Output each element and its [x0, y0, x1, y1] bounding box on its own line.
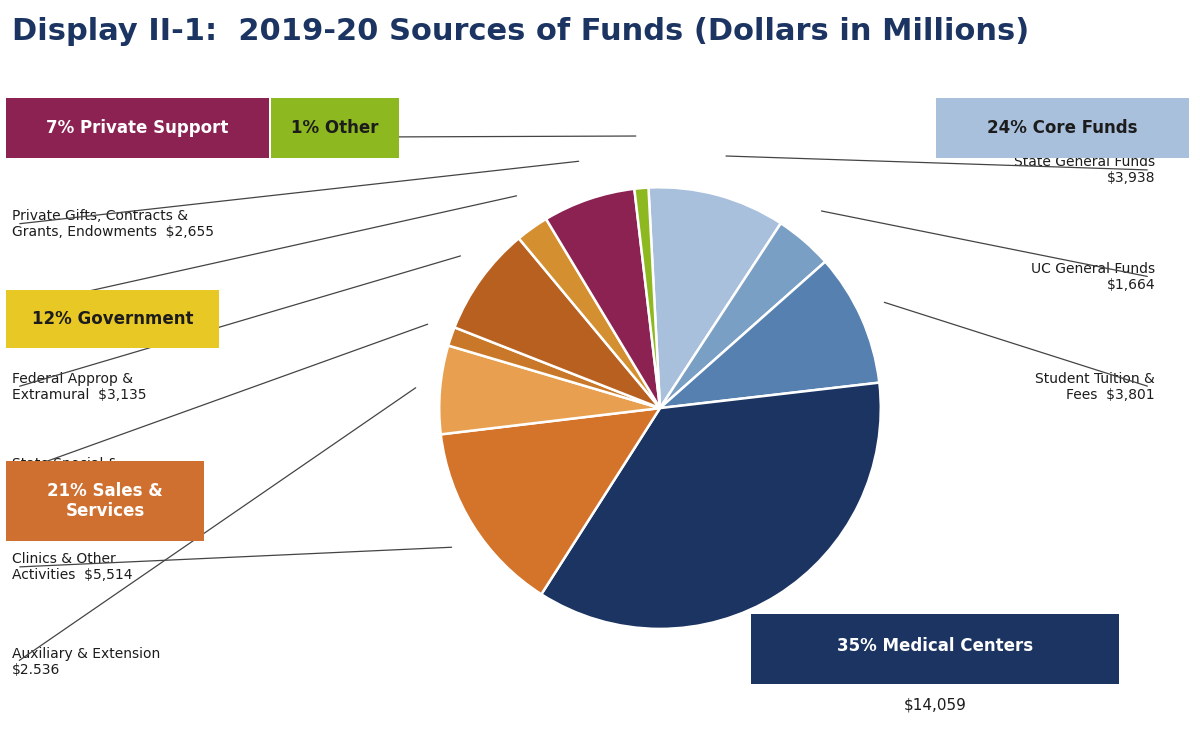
Text: 24% Core Funds: 24% Core Funds [988, 119, 1138, 137]
Text: 7% Private Support: 7% Private Support [47, 119, 229, 137]
Text: $14,059: $14,059 [904, 697, 966, 712]
Text: UC General Funds
$1,664: UC General Funds $1,664 [1031, 262, 1154, 292]
Wedge shape [635, 188, 660, 408]
FancyBboxPatch shape [271, 98, 398, 158]
Wedge shape [660, 262, 880, 408]
FancyBboxPatch shape [6, 461, 204, 541]
Text: State Special &
Extramural $543: State Special & Extramural $543 [12, 457, 128, 487]
Text: Student Tuition &
Fees  $3,801: Student Tuition & Fees $3,801 [1036, 372, 1154, 402]
Wedge shape [660, 223, 826, 408]
Text: DOE Lab Ops  $946: DOE Lab Ops $946 [12, 300, 148, 314]
FancyBboxPatch shape [751, 614, 1120, 684]
Text: 21% Sales &
Services: 21% Sales & Services [47, 482, 163, 520]
Text: Auxiliary & Extension
$2.536: Auxiliary & Extension $2.536 [12, 647, 161, 677]
Wedge shape [449, 327, 660, 408]
FancyBboxPatch shape [6, 98, 269, 158]
Wedge shape [440, 408, 660, 594]
Wedge shape [546, 188, 660, 408]
Wedge shape [541, 383, 881, 629]
Text: 35% Medical Centers: 35% Medical Centers [836, 637, 1033, 655]
Text: 12% Government: 12% Government [31, 310, 193, 328]
Text: Private Gifts, Contracts &
Grants, Endowments  $2,655: Private Gifts, Contracts & Grants, Endow… [12, 209, 214, 239]
Text: 1% Other: 1% Other [292, 119, 379, 137]
FancyBboxPatch shape [936, 98, 1189, 158]
Wedge shape [439, 346, 660, 434]
Text: Display II-1:  2019-20 Sources of Funds (Dollars in Millions): Display II-1: 2019-20 Sources of Funds (… [12, 17, 1030, 46]
Text: Clinics & Other
Activities  $5,514: Clinics & Other Activities $5,514 [12, 552, 132, 582]
Wedge shape [648, 187, 781, 408]
Text: State General Funds
$3,938: State General Funds $3,938 [1014, 155, 1154, 185]
Text: Federal Approp &
Extramural  $3,135: Federal Approp & Extramural $3,135 [12, 372, 146, 402]
Wedge shape [455, 238, 660, 408]
Wedge shape [518, 219, 660, 408]
FancyBboxPatch shape [6, 290, 220, 348]
